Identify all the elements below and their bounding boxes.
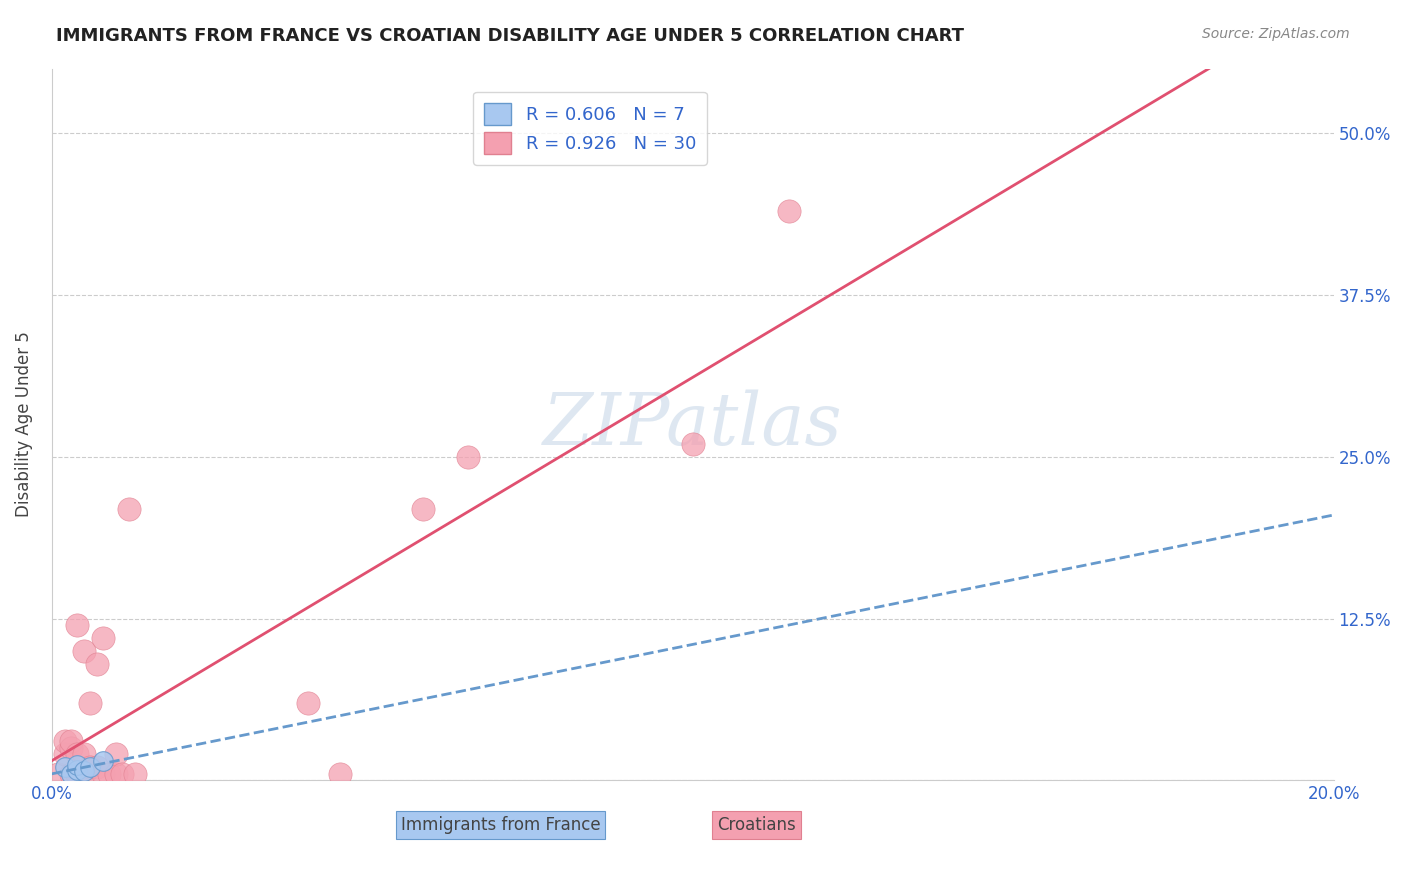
Point (73, 747, 96, 762)
Point (66, 767, 89, 781)
Point (86, 657, 108, 671)
Point (104, 747, 127, 762)
Text: IMMIGRANTS FROM FRANCE VS CROATIAN DISABILITY AGE UNDER 5 CORRELATION CHART: IMMIGRANTS FROM FRANCE VS CROATIAN DISAB… (56, 27, 965, 45)
Point (297, 696, 319, 710)
Point (66, 763, 89, 777)
Point (66, 757, 89, 772)
Point (79, 760, 101, 774)
Point (53, 747, 76, 762)
Point (79, 760, 101, 774)
Point (79, 696, 101, 710)
Point (412, 501, 434, 516)
Point (91, 767, 114, 781)
Point (59, 767, 82, 781)
Point (73, 767, 96, 781)
Text: ZIPatlas: ZIPatlas (543, 389, 842, 459)
Point (59, 741, 82, 756)
Point (73, 764, 96, 779)
Text: Croatians: Croatians (717, 816, 796, 834)
Legend: R = 0.606   N = 7, R = 0.926   N = 30: R = 0.606 N = 7, R = 0.926 N = 30 (474, 92, 707, 165)
Point (53, 734, 76, 748)
Point (682, 437, 704, 451)
Point (59, 734, 82, 748)
Point (53, 760, 76, 774)
Point (98, 767, 121, 781)
Point (104, 767, 127, 781)
Point (73, 644, 96, 658)
Text: Source: ZipAtlas.com: Source: ZipAtlas.com (1202, 27, 1350, 41)
Text: Immigrants from France: Immigrants from France (401, 816, 600, 834)
Point (66, 747, 89, 762)
Point (59, 767, 82, 781)
Point (329, 767, 352, 781)
Point (91, 631, 114, 645)
Y-axis label: Disability Age Under 5: Disability Age Under 5 (15, 332, 32, 517)
Point (86, 760, 108, 774)
Point (111, 767, 134, 781)
Point (457, 450, 479, 464)
Point (118, 501, 141, 516)
Point (124, 767, 146, 781)
Point (46, 767, 69, 781)
Point (778, 203, 800, 218)
Point (66, 618, 89, 632)
Point (91, 754, 114, 768)
